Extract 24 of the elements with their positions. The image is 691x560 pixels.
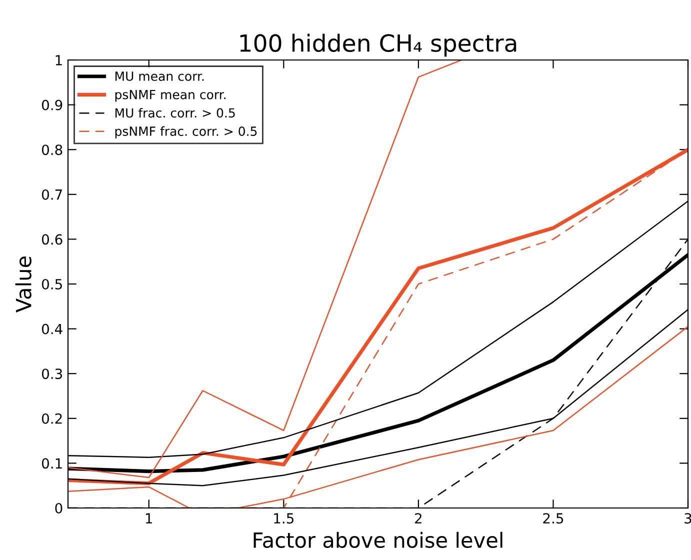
y-tick-label: 0.1 — [42, 458, 62, 469]
y-tick-label: 0.2 — [42, 413, 62, 424]
x-tick-label: 2.5 — [543, 513, 564, 524]
x-tick-label: 2 — [415, 513, 422, 524]
y-tick-label: 0.6 — [42, 234, 62, 245]
legend-label: MU frac. corr. > 0.5 — [115, 108, 235, 118]
chart-title: 100 hidden CH₄ spectra — [240, 34, 516, 57]
line-series — [68, 60, 462, 478]
x-tick-label: 1.5 — [274, 513, 294, 524]
legend-label: psNMF frac. corr. > 0.5 — [115, 126, 257, 138]
legend-label: psNMF mean corr. — [115, 90, 226, 102]
x-tick-label: 1 — [146, 513, 152, 524]
y-tick-label: 0.7 — [42, 189, 62, 200]
y-tick-label: 0.5 — [42, 278, 62, 290]
x-tick-label: 3 — [684, 513, 691, 524]
y-tick-label: 0 — [55, 502, 62, 514]
y-tick-label: 0.8 — [42, 144, 62, 156]
y-tick-label: 0.4 — [42, 324, 62, 334]
x-axis-title: Factor above noise level — [254, 532, 502, 548]
y-tick-label: 1 — [56, 55, 62, 66]
y-tick-label: 0.9 — [42, 100, 62, 110]
y-tick-label: 0.3 — [42, 368, 62, 380]
legend-label: MU mean corr. — [115, 72, 204, 81]
y-axis-title: Value — [15, 256, 32, 312]
